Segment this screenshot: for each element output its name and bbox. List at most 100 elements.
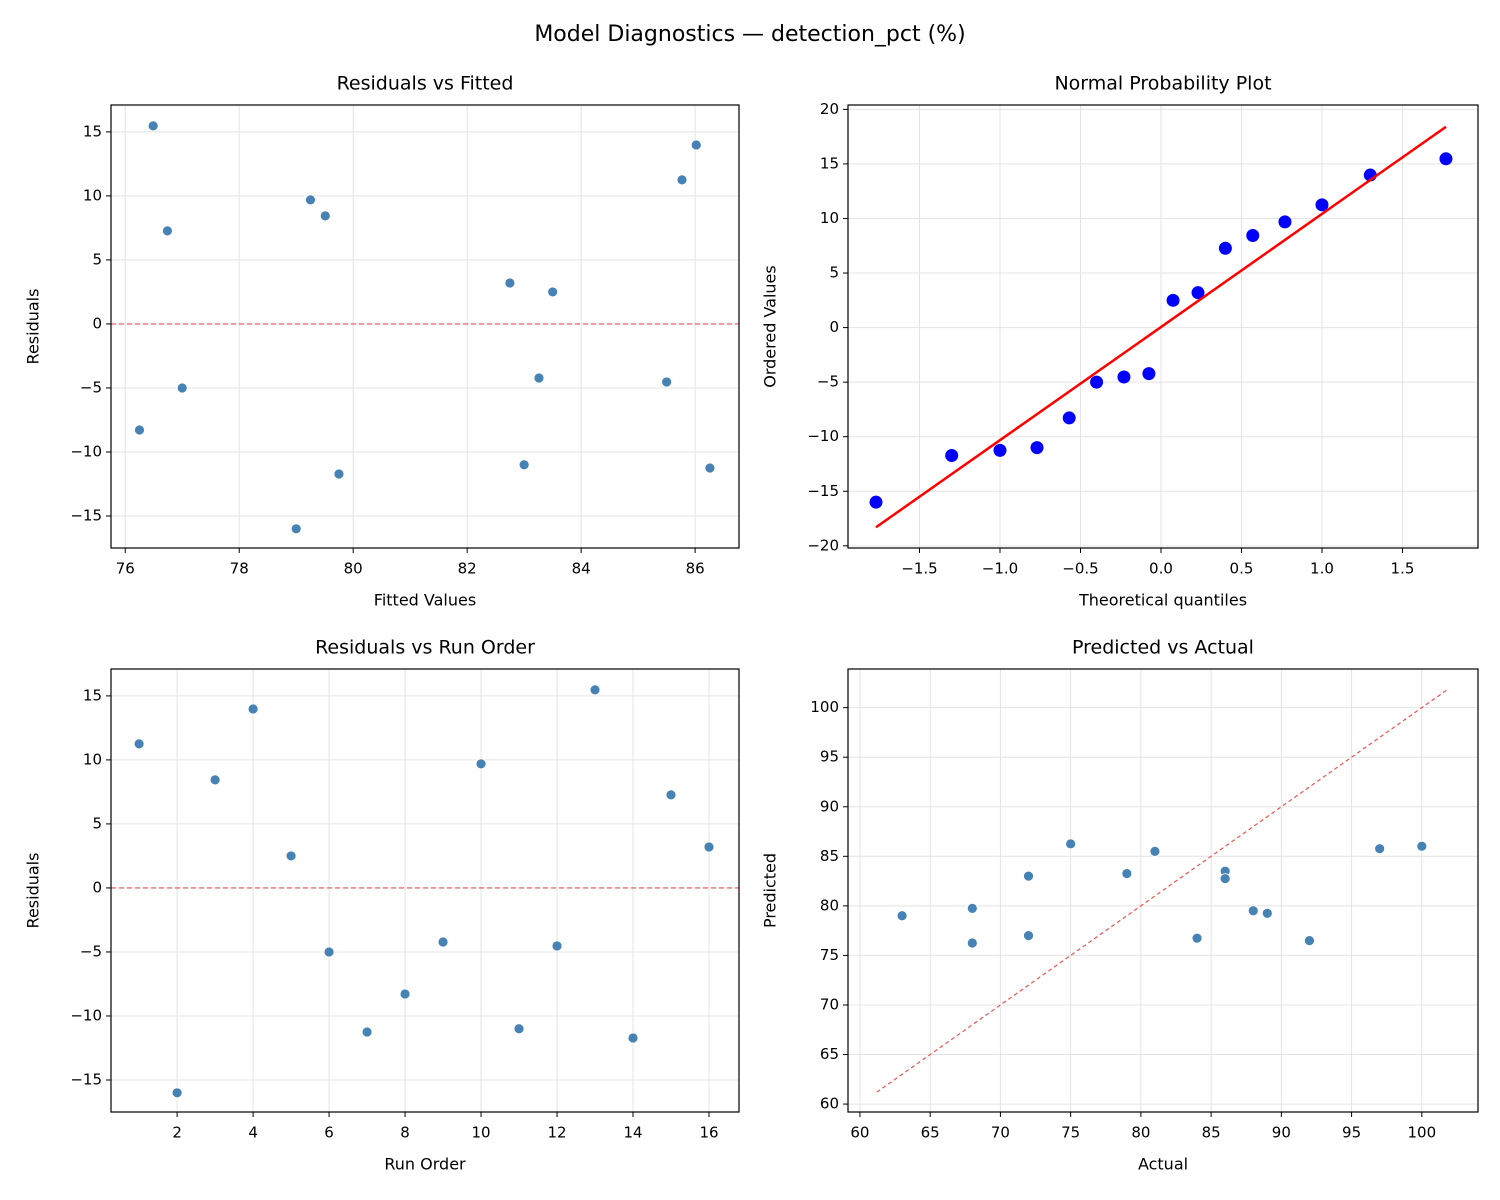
y-tick-label: 95 bbox=[820, 748, 839, 766]
point bbox=[690, 139, 702, 151]
plot-frame bbox=[110, 668, 740, 1113]
point bbox=[869, 495, 883, 509]
y-axis-label: Residuals bbox=[24, 853, 43, 929]
point bbox=[1416, 840, 1428, 852]
point bbox=[361, 1026, 373, 1038]
y-tick-label: 5 bbox=[92, 814, 102, 832]
y-tick-label: −5 bbox=[80, 378, 102, 396]
x-tick-label: 70 bbox=[991, 1124, 1010, 1142]
point bbox=[1219, 873, 1231, 885]
x-axis-label: Fitted Values bbox=[374, 591, 476, 610]
point bbox=[134, 424, 145, 436]
y-tick-label: −15 bbox=[807, 482, 839, 500]
x-tick-label: 86 bbox=[686, 560, 705, 578]
y-axis-label: Predicted bbox=[761, 853, 780, 928]
point bbox=[1191, 932, 1203, 944]
x-tick-label: 82 bbox=[458, 560, 477, 578]
y-tick-label: −10 bbox=[807, 427, 839, 445]
point bbox=[147, 120, 159, 132]
y-tick-label: 60 bbox=[820, 1095, 839, 1113]
x-tick-label: 100 bbox=[1407, 1124, 1436, 1142]
point bbox=[333, 468, 345, 480]
point bbox=[162, 225, 173, 237]
point bbox=[896, 910, 908, 922]
y-tick-label: 5 bbox=[829, 264, 839, 282]
point bbox=[1304, 935, 1315, 947]
point bbox=[547, 286, 559, 298]
point bbox=[319, 210, 331, 222]
x-tick-label: 60 bbox=[850, 1124, 869, 1142]
x-tick-label: −0.5 bbox=[1062, 560, 1098, 578]
x-axis-label: Theoretical quantiles bbox=[1078, 591, 1247, 610]
point bbox=[285, 850, 297, 862]
subplot-title: Predicted vs Actual bbox=[1072, 637, 1254, 659]
point bbox=[475, 758, 487, 770]
point bbox=[133, 738, 145, 750]
point bbox=[1121, 868, 1133, 879]
x-tick-label: 10 bbox=[471, 1124, 490, 1142]
x-tick-label: 80 bbox=[1131, 1124, 1150, 1142]
x-tick-label: 80 bbox=[344, 560, 363, 578]
point bbox=[176, 382, 188, 394]
point bbox=[665, 789, 677, 801]
point bbox=[1374, 843, 1386, 855]
point bbox=[1030, 441, 1044, 455]
y-tick-label: 0 bbox=[92, 878, 102, 896]
point bbox=[1315, 198, 1329, 212]
y-tick-label: 20 bbox=[820, 100, 839, 118]
point bbox=[704, 462, 716, 474]
point bbox=[627, 1032, 639, 1044]
point bbox=[1142, 367, 1156, 381]
x-tick-label: 75 bbox=[1061, 1124, 1080, 1142]
y-tick-label: 65 bbox=[820, 1045, 839, 1063]
y-tick-label: −10 bbox=[70, 442, 102, 460]
point bbox=[661, 376, 673, 388]
point bbox=[1065, 838, 1077, 850]
point bbox=[1090, 375, 1104, 389]
point bbox=[1218, 241, 1232, 255]
x-tick-label: 65 bbox=[921, 1124, 940, 1142]
y-tick-label: −10 bbox=[70, 1006, 102, 1024]
point bbox=[1191, 286, 1205, 300]
y-tick-label: −5 bbox=[80, 942, 102, 960]
x-axis-label: Actual bbox=[1138, 1155, 1188, 1174]
point bbox=[993, 443, 1007, 457]
y-tick-label: 75 bbox=[820, 946, 839, 964]
x-tick-label: 78 bbox=[230, 560, 249, 578]
point bbox=[1149, 845, 1161, 857]
point bbox=[966, 937, 978, 949]
y-tick-label: −15 bbox=[70, 506, 102, 524]
point bbox=[1166, 293, 1180, 307]
point bbox=[1261, 907, 1273, 919]
x-tick-label: 16 bbox=[699, 1124, 718, 1142]
y-tick-label: −20 bbox=[807, 536, 839, 554]
x-tick-label: 14 bbox=[623, 1124, 642, 1142]
point bbox=[290, 523, 302, 535]
x-tick-label: 8 bbox=[400, 1124, 410, 1142]
point bbox=[1278, 215, 1292, 229]
point bbox=[1023, 870, 1034, 882]
figure-title: Model Diagnostics — detection_pct (%) bbox=[534, 22, 965, 47]
point bbox=[305, 194, 316, 206]
point bbox=[504, 277, 516, 289]
x-tick-label: 85 bbox=[1202, 1124, 1221, 1142]
point bbox=[966, 902, 978, 914]
y-axis-label: Ordered Values bbox=[761, 265, 780, 387]
point bbox=[323, 946, 335, 958]
x-tick-label: 2 bbox=[172, 1124, 182, 1142]
x-tick-label: 0.5 bbox=[1230, 560, 1254, 578]
y-tick-label: 15 bbox=[83, 122, 102, 140]
y-tick-label: 70 bbox=[820, 995, 839, 1013]
x-tick-label: 84 bbox=[572, 560, 591, 578]
x-tick-label: −1.0 bbox=[982, 560, 1018, 578]
y-tick-label: −15 bbox=[70, 1070, 102, 1088]
point bbox=[247, 703, 259, 715]
point bbox=[589, 684, 601, 696]
y-tick-label: 85 bbox=[820, 847, 839, 865]
y-tick-label: 0 bbox=[829, 318, 839, 336]
point bbox=[676, 174, 688, 186]
subplot-title: Residuals vs Fitted bbox=[337, 73, 514, 95]
plot-frame bbox=[847, 668, 1479, 1113]
x-tick-label: 4 bbox=[248, 1124, 258, 1142]
